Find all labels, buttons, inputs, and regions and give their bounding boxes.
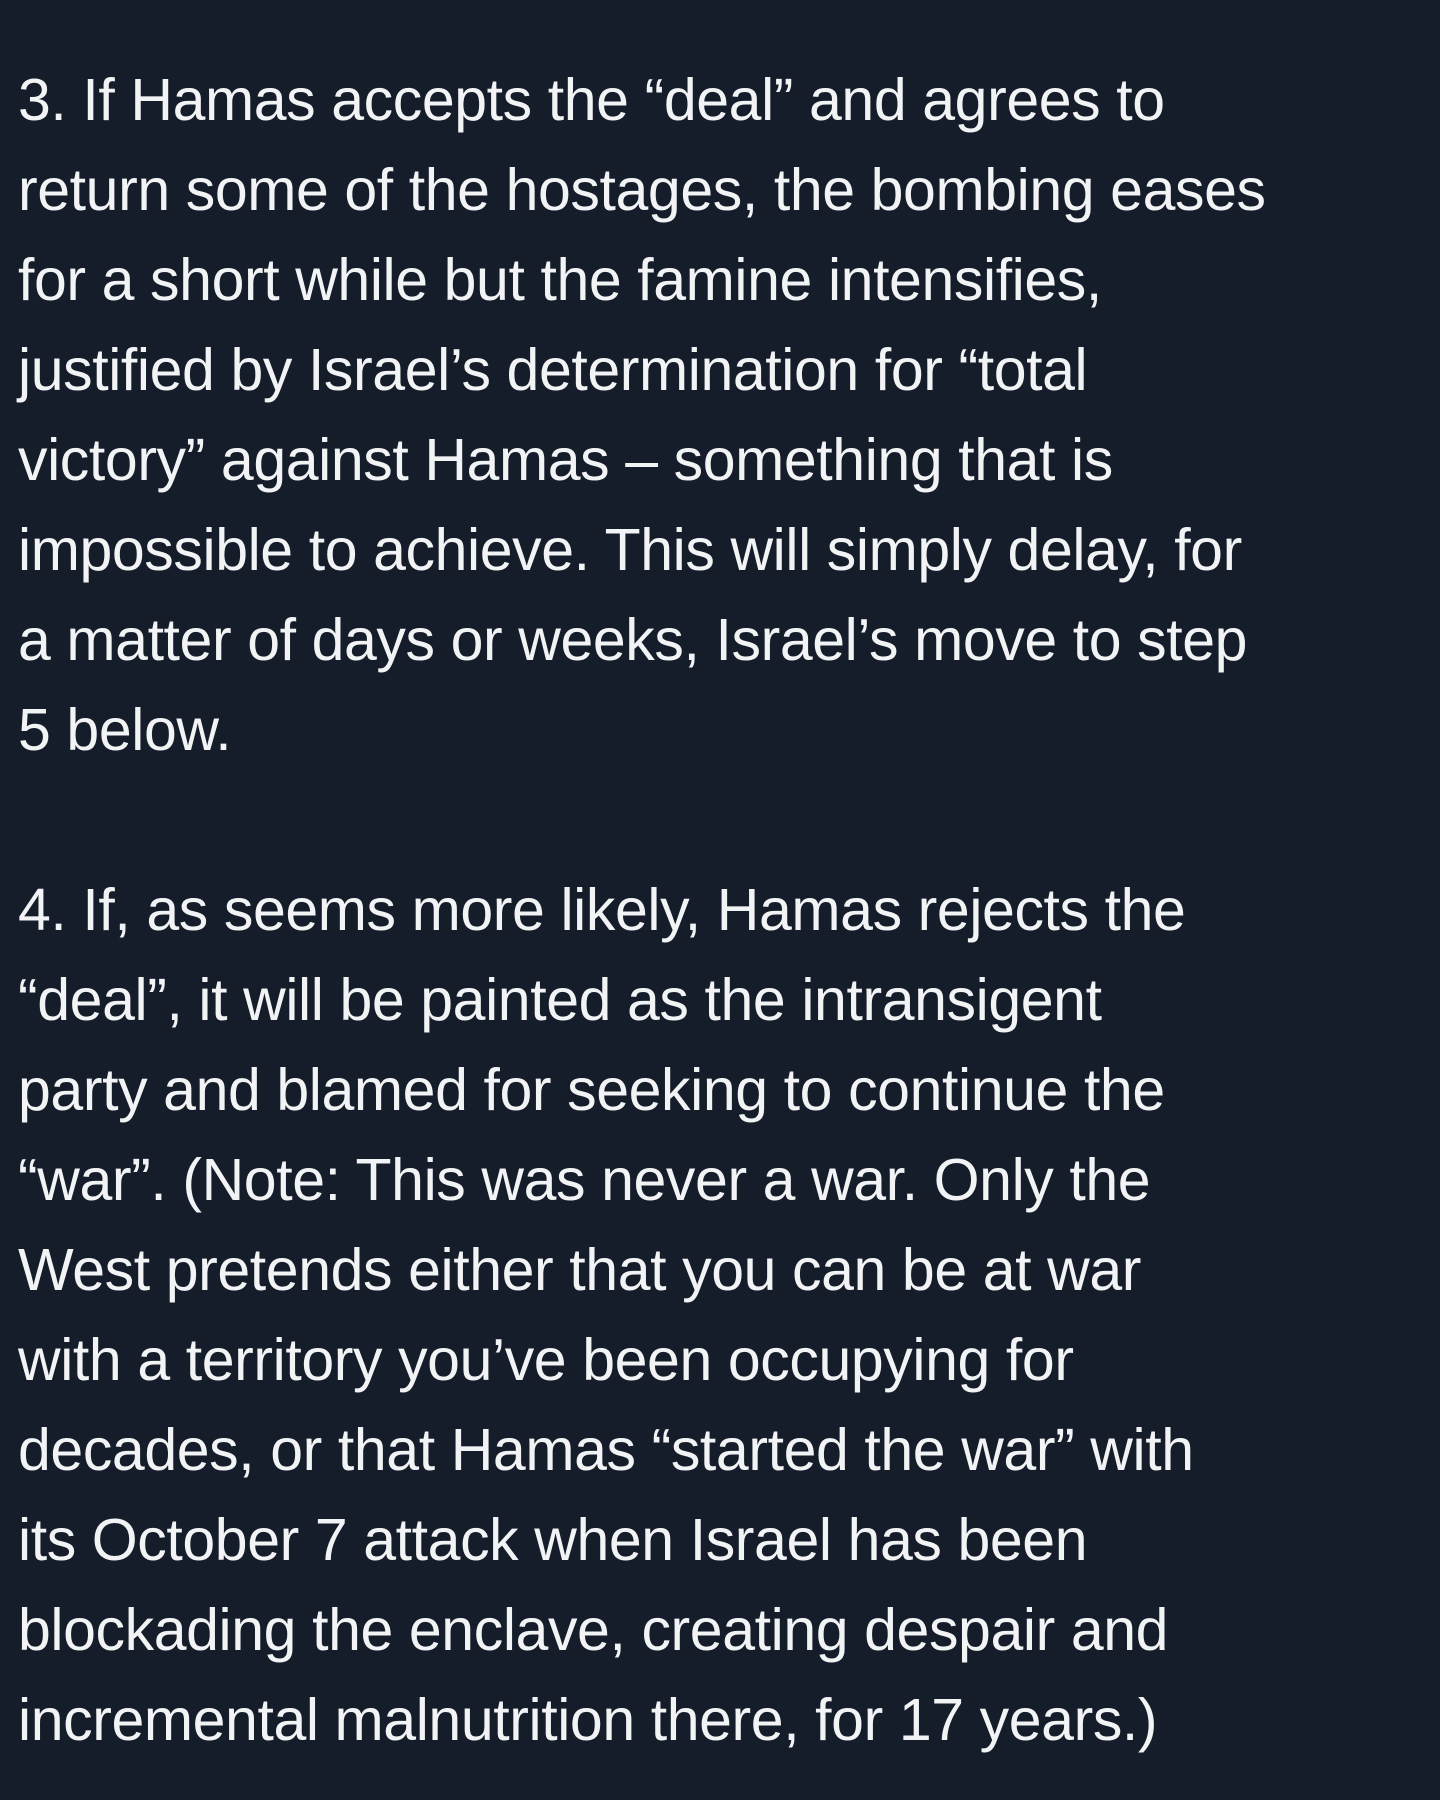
text-line: blockading the enclave, creating despair… — [18, 1585, 1430, 1675]
text-line: 4. If, as seems more likely, Hamas rejec… — [18, 865, 1430, 955]
paragraph-3: 3. If Hamas accepts the “deal” and agree… — [18, 55, 1430, 775]
text-line: justified by Israel’s determination for … — [18, 325, 1430, 415]
paragraph-4: 4. If, as seems more likely, Hamas rejec… — [18, 865, 1430, 1765]
text-line: with a territory you’ve been occupying f… — [18, 1315, 1430, 1405]
text-line: 5 below. — [18, 685, 1430, 775]
text-line: incremental malnutrition there, for 17 y… — [18, 1675, 1430, 1765]
text-line: victory” against Hamas – something that … — [18, 415, 1430, 505]
text-line: West pretends either that you can be at … — [18, 1225, 1430, 1315]
text-line: impossible to achieve. This will simply … — [18, 505, 1430, 595]
text-line: return some of the hostages, the bombing… — [18, 145, 1430, 235]
text-line: “war”. (Note: This was never a war. Only… — [18, 1135, 1430, 1225]
text-line: a matter of days or weeks, Israel’s move… — [18, 595, 1430, 685]
text-line: party and blamed for seeking to continue… — [18, 1045, 1430, 1135]
text-line: 3. If Hamas accepts the “deal” and agree… — [18, 55, 1430, 145]
post-text-body: 3. If Hamas accepts the “deal” and agree… — [18, 55, 1430, 1775]
text-line: “deal”, it will be painted as the intran… — [18, 955, 1430, 1045]
text-line: for a short while but the famine intensi… — [18, 235, 1430, 325]
paragraph-spacer — [18, 775, 1430, 865]
text-line: its October 7 attack when Israel has bee… — [18, 1495, 1430, 1585]
text-line: decades, or that Hamas “started the war”… — [18, 1405, 1430, 1495]
